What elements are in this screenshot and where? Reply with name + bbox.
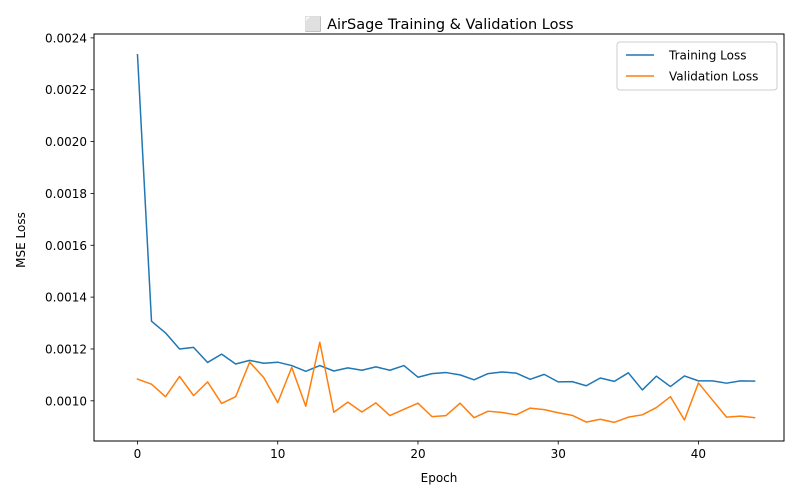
y-tick-label: 0.0018	[45, 187, 87, 201]
x-tick-label: 30	[551, 447, 566, 461]
y-tick-label: 0.0016	[45, 239, 87, 253]
series-line-training-loss	[136, 53, 756, 391]
x-axis-label: Epoch	[421, 471, 458, 485]
x-axis: 0 10 20 30 40	[134, 441, 706, 461]
plot-lines	[136, 53, 756, 424]
y-tick-label: 0.0010	[45, 394, 87, 408]
y-tick-label: 0.0014	[45, 291, 87, 305]
y-axis-label: MSE Loss	[14, 212, 28, 268]
y-tick-label: 0.0020	[45, 135, 87, 149]
x-tick-label: 0	[134, 447, 142, 461]
x-tick-label: 20	[410, 447, 425, 461]
y-tick-label: 0.0024	[45, 31, 87, 45]
x-tick-label: 10	[270, 447, 285, 461]
chart-title: ⬜ AirSage Training & Validation Loss	[304, 15, 573, 33]
legend-box	[616, 41, 778, 91]
y-tick-label: 0.0012	[45, 342, 87, 356]
y-tick-label: 0.0022	[45, 83, 87, 97]
y-axis: 0.0010 0.0012 0.0014 0.0016 0.0018 0.0020 0.00…	[45, 31, 94, 408]
x-tick-label: 40	[691, 447, 706, 461]
legend-label: Training Loss	[668, 49, 746, 63]
plot-frame	[93, 33, 785, 442]
legend: Training Loss Validation Loss	[616, 41, 778, 91]
series-line-validation-loss	[136, 341, 756, 424]
legend-label: Validation Loss	[669, 70, 758, 84]
